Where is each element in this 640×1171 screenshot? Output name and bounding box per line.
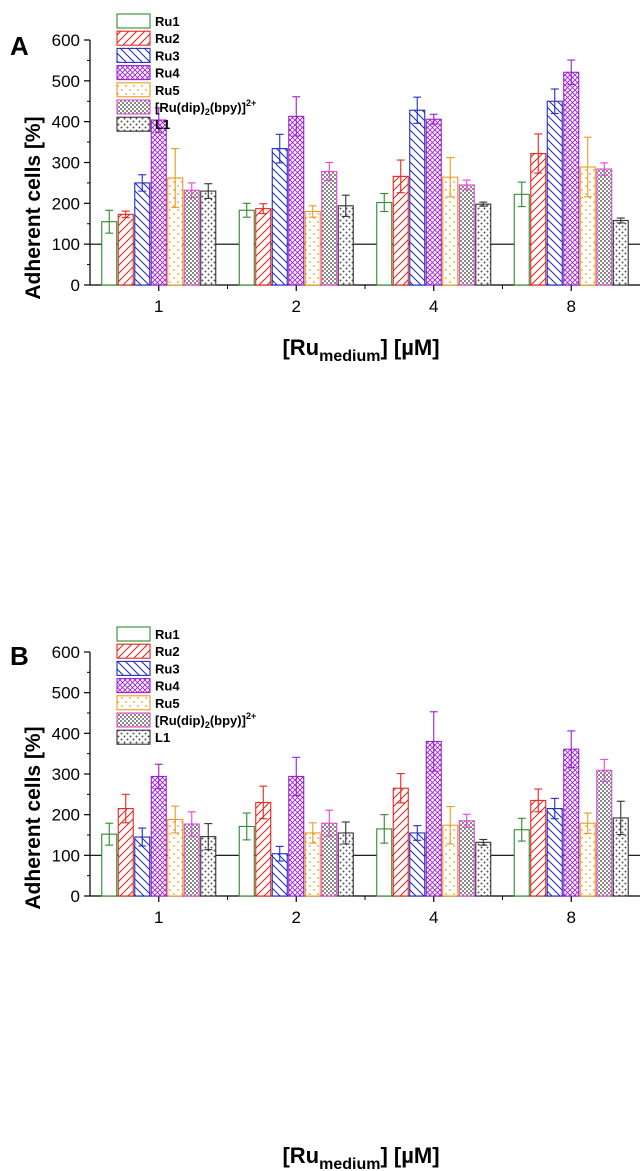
y-tick-label: 400: [52, 724, 80, 743]
x-axis-label: [Rumedium] [µM]: [282, 1143, 439, 1171]
legend-label: Ru2: [155, 644, 180, 659]
bar: [150, 119, 167, 286]
legend-swatch: [116, 626, 151, 642]
bar: [409, 109, 426, 286]
legend-label: [Ru(dip)2(bpy)]2+: [155, 98, 256, 117]
legend-swatch: [116, 729, 151, 745]
y-tick-label: 0: [71, 887, 80, 906]
x-tick-label: 8: [567, 908, 576, 927]
bar: [134, 182, 151, 286]
bars: [101, 59, 629, 286]
legend-swatch: [116, 82, 151, 98]
bar: [304, 210, 321, 286]
x-tick-label: 8: [567, 297, 576, 316]
bar: [596, 168, 613, 286]
bar: [255, 208, 272, 286]
legend-swatch: [116, 660, 151, 676]
legend-label: Ru3: [155, 661, 180, 676]
legend-swatch: [116, 13, 151, 29]
bar: [530, 799, 547, 897]
legend-swatch: [116, 712, 151, 728]
panel-label: A: [10, 31, 29, 61]
legend-label: Ru5: [155, 83, 180, 98]
bar: [546, 100, 563, 286]
bar: [117, 213, 134, 286]
x-axis-label: [Rumedium] [µM]: [282, 335, 439, 365]
legend-label: Ru2: [155, 31, 180, 46]
legend-label: Ru1: [155, 14, 180, 29]
bar: [475, 203, 492, 286]
bar: [337, 205, 354, 286]
x-tick-label: 2: [292, 297, 301, 316]
y-tick-label: 100: [52, 235, 80, 254]
legend: Ru1 Ru2 Ru3 Ru4 Ru5[Ru(dip)2(bpy)]2+L1: [116, 626, 256, 745]
legend-label: L1: [155, 730, 170, 745]
y-tick-label: 200: [52, 806, 80, 825]
y-tick-label: 100: [52, 846, 80, 865]
bar: [200, 190, 217, 286]
bar: [321, 170, 338, 286]
y-tick-label: 300: [52, 765, 80, 784]
legend: Ru1 Ru2 Ru3 Ru4 Ru5[Ru(dip)2(bpy)]2+L1: [116, 13, 256, 132]
legend-swatch: [116, 47, 151, 63]
bar: [288, 115, 305, 286]
legend-label: Ru4: [155, 66, 180, 81]
legend-swatch: [116, 643, 151, 659]
legend-label: L1: [155, 117, 170, 132]
bar: [458, 184, 475, 286]
bar: [612, 219, 629, 286]
y-tick-label: 500: [52, 72, 80, 91]
x-tick-label: 2: [292, 908, 301, 927]
bar: [238, 209, 255, 286]
y-tick-label: 600: [52, 643, 80, 662]
bar: [425, 118, 442, 286]
x-tick-label: 4: [429, 297, 438, 316]
y-axis-label: Adherent cells [%]: [22, 116, 45, 299]
legend-swatch: [116, 695, 151, 711]
y-axis: 0 100 200 300 400 500 600: [52, 31, 91, 295]
y-tick-label: 300: [52, 154, 80, 173]
legend-swatch: [116, 678, 151, 694]
legend-swatch: [116, 116, 151, 132]
bar: [458, 820, 475, 897]
bar: [376, 201, 393, 286]
y-tick-label: 400: [52, 113, 80, 132]
x-tick-label: 4: [429, 908, 438, 927]
legend-label: Ru5: [155, 696, 180, 711]
legend-swatch: [116, 65, 151, 81]
legend-label: [Ru(dip)2(bpy)]2+: [155, 711, 256, 730]
y-axis: 0 100 200 300 400 500 600: [52, 643, 91, 906]
legend-label: Ru4: [155, 679, 180, 694]
bar: [513, 193, 530, 286]
bar: [409, 832, 426, 897]
bar: [563, 71, 580, 286]
bar: [579, 822, 596, 897]
bars: [101, 711, 629, 897]
legend-label: Ru1: [155, 627, 180, 642]
bar: [392, 787, 409, 897]
bar: [271, 148, 288, 286]
bar: [183, 189, 200, 286]
legend-swatch: [116, 99, 151, 115]
bar: [596, 769, 613, 897]
legend-swatch: [116, 30, 151, 46]
y-tick-label: 200: [52, 194, 80, 213]
legend-label: Ru3: [155, 48, 180, 63]
y-tick-label: 0: [71, 276, 80, 295]
x-tick-label: 1: [154, 297, 163, 316]
bar: [546, 808, 563, 897]
bar: [150, 775, 167, 897]
y-tick-label: 600: [52, 31, 80, 50]
y-axis-label: Adherent cells [%]: [22, 726, 45, 909]
bar: [475, 841, 492, 897]
x-tick-label: 1: [154, 908, 163, 927]
y-tick-label: 500: [52, 684, 80, 703]
bar: [563, 748, 580, 897]
panel-label: B: [10, 641, 29, 671]
